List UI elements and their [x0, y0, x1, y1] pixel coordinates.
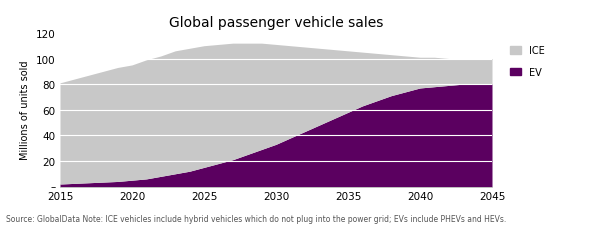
Text: –: –	[50, 182, 56, 192]
Y-axis label: Millions of units sold: Millions of units sold	[20, 61, 30, 160]
Legend: ICE, EV: ICE, EV	[510, 46, 545, 78]
Title: Global passenger vehicle sales: Global passenger vehicle sales	[169, 16, 383, 30]
Text: Source: GlobalData Note: ICE vehicles include hybrid vehicles which do not plug : Source: GlobalData Note: ICE vehicles in…	[6, 214, 506, 223]
